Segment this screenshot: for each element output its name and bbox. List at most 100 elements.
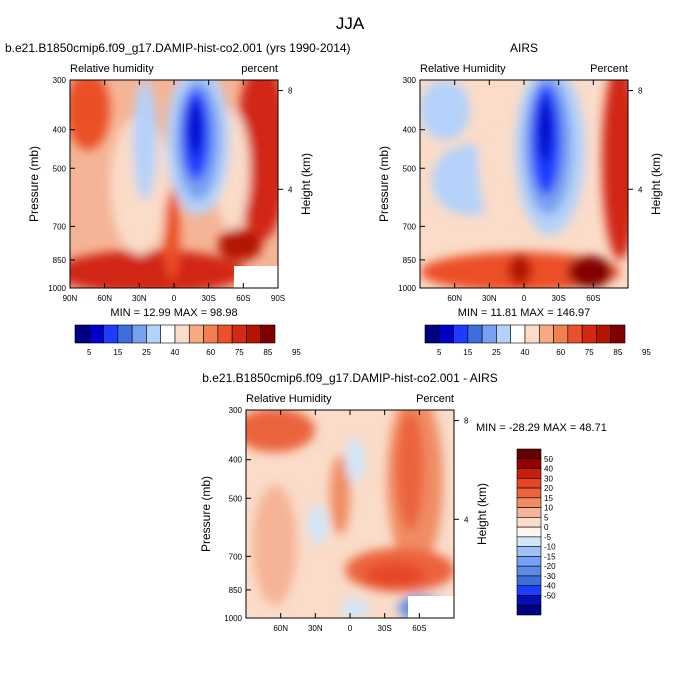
panel-model-minmax: MIN = 12.99 MAX = 98.98 xyxy=(110,307,237,319)
panel-airs: AIRS Relative Humidity Percent 60N 30N 0 30… xyxy=(377,41,663,357)
colorbar-swatch xyxy=(188,324,204,344)
colorbar-swatch xyxy=(524,324,540,344)
colorbar-swatch xyxy=(203,324,219,344)
y-tick-label: 850 xyxy=(403,256,417,265)
x-tick-label: 60S xyxy=(586,294,600,303)
panel-airs-y2-label: Height (km) xyxy=(649,153,663,215)
colorbar-swatch xyxy=(516,565,542,577)
panel-model-colorbar: 5 15 25 40 60 75 85 95 xyxy=(74,324,301,357)
colorbar-label: 75 xyxy=(585,348,594,357)
colorbar-swatch xyxy=(596,324,612,344)
field-region-wet-equator xyxy=(508,254,532,286)
field-region-pos-north xyxy=(253,485,297,605)
colorbar-swatch xyxy=(567,324,583,344)
colorbar-label: 40 xyxy=(171,348,180,357)
panel-difference-left-label: Relative Humidity xyxy=(246,393,332,405)
y2-tick-label: 4 xyxy=(638,185,643,194)
colorbar-swatch xyxy=(516,585,542,596)
colorbar-label: 60 xyxy=(556,348,565,357)
field-region-neg-equator-surface xyxy=(341,598,369,618)
panel-model-title: b.e21.B1850cmip6.f09_g17.DAMIP-hist-co2.… xyxy=(5,41,351,55)
panel-model-y-label: Pressure (mb) xyxy=(27,146,41,222)
panel-airs-minmax: MIN = 11.81 MAX = 146.97 xyxy=(458,307,590,319)
colorbar-swatch xyxy=(424,324,440,344)
field-region-pos-upper-north xyxy=(246,410,315,452)
colorbar-swatch xyxy=(146,324,162,344)
colorbar-swatch xyxy=(516,526,542,538)
y-tick-label: 1000 xyxy=(224,614,242,623)
y-tick-label: 850 xyxy=(229,586,243,595)
panel-difference-y-label: Pressure (mb) xyxy=(199,476,213,552)
colorbar-swatch xyxy=(516,546,542,557)
colorbar-label: -40 xyxy=(544,582,556,591)
colorbar-swatch xyxy=(481,324,497,344)
field-region-dry-peak xyxy=(538,98,552,162)
colorbar-label: 15 xyxy=(113,348,122,357)
x-tick-label: 60N xyxy=(273,624,288,633)
colorbar-label: -10 xyxy=(544,543,556,552)
colorbar-swatch xyxy=(516,507,542,518)
colorbar-label: 30 xyxy=(544,474,553,483)
y2-tick-label: 8 xyxy=(638,87,643,96)
colorbar-swatch xyxy=(516,575,542,587)
y-tick-label: 700 xyxy=(229,552,243,561)
colorbar-swatch xyxy=(174,324,190,344)
colorbar-swatch xyxy=(538,324,554,344)
y-tick-label: 300 xyxy=(229,406,243,415)
panel-difference-y2-label: Height (km) xyxy=(475,483,489,545)
colorbar-label: 20 xyxy=(544,484,553,493)
colorbar-swatch xyxy=(88,324,104,344)
colorbar-swatch xyxy=(516,468,542,479)
panel-difference-field xyxy=(246,410,454,618)
colorbar-swatch xyxy=(516,536,542,547)
colorbar-label: 95 xyxy=(292,348,301,357)
panel-model-left-label: Relative humidity xyxy=(70,63,154,75)
field-region-neg-north xyxy=(308,505,328,545)
x-tick-label: 0 xyxy=(348,624,353,633)
x-tick-label: 30S xyxy=(202,294,216,303)
y2-tick-label: 8 xyxy=(464,417,469,426)
panel-airs-left-label: Relative Humidity xyxy=(420,63,506,75)
colorbar-swatch xyxy=(516,448,542,460)
colorbar-swatch xyxy=(516,556,542,567)
colorbar-swatch xyxy=(160,324,176,344)
x-tick-label: 30N xyxy=(482,294,497,303)
panel-model-y2-label: Height (km) xyxy=(299,153,313,215)
colorbar-label: 5 xyxy=(87,348,92,357)
colorbar-label: -50 xyxy=(544,591,556,600)
field-region-boundary-layer xyxy=(70,250,245,288)
x-tick-label: 90S xyxy=(271,294,285,303)
colorbar-label: 5 xyxy=(544,513,549,522)
colorbar-swatch xyxy=(438,324,454,344)
colorbar-label: -5 xyxy=(544,533,552,542)
colorbar-label: 10 xyxy=(544,504,553,513)
colorbar-label: 5 xyxy=(437,348,442,357)
figure-title: JJA xyxy=(336,14,365,33)
field-region-pale-north xyxy=(478,80,510,225)
colorbar-label: 0 xyxy=(544,523,549,532)
panel-difference: b.e21.B1850cmip6.f09_g17.DAMIP-hist-co2.… xyxy=(199,371,607,633)
x-tick-label: 60N xyxy=(97,294,112,303)
field-region-dry-north xyxy=(133,80,157,200)
panel-model-axes: 90N 60N 30N 0 30S 60S 90S 300 400 500 700 850 1000 4 8 xyxy=(48,76,293,303)
field-region-dry-north-upper xyxy=(420,80,470,140)
y2-tick-label: 4 xyxy=(288,185,293,194)
x-tick-label: 30N xyxy=(308,624,323,633)
y-tick-label: 400 xyxy=(53,126,67,135)
colorbar-swatch xyxy=(496,324,512,344)
field-region-pos-lower-core xyxy=(365,563,425,587)
panel-model-field xyxy=(70,80,278,288)
colorbar-swatch xyxy=(510,324,526,344)
colorbar-swatch xyxy=(610,324,626,344)
panel-difference-title: b.e21.B1850cmip6.f09_g17.DAMIP-hist-co2.… xyxy=(202,371,498,385)
panel-airs-colorbar: 5 15 25 40 60 75 85 95 xyxy=(424,324,651,357)
colorbar-swatch xyxy=(467,324,483,344)
colorbar-swatch xyxy=(260,324,276,344)
y2-tick-label: 8 xyxy=(288,87,293,96)
field-region-wet-north xyxy=(70,80,110,150)
colorbar-swatch xyxy=(581,324,597,344)
x-tick-label: 60N xyxy=(447,294,462,303)
colorbar-label: -20 xyxy=(544,562,556,571)
